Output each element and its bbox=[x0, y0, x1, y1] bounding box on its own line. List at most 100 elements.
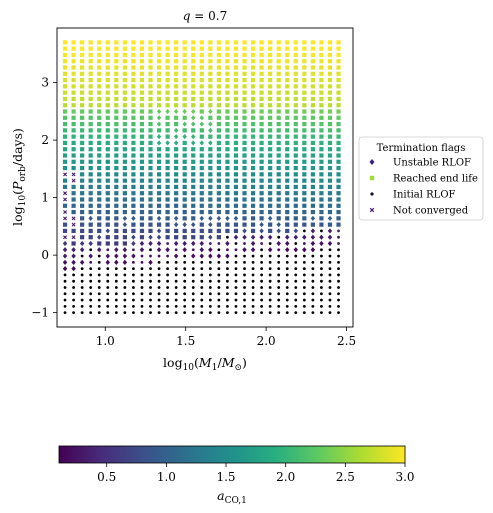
scatter-point bbox=[336, 84, 341, 89]
scatter-point bbox=[88, 184, 93, 190]
scatter-point bbox=[71, 140, 76, 146]
scatter-point bbox=[182, 40, 187, 45]
scatter-point bbox=[191, 134, 196, 140]
scatter-point bbox=[293, 65, 298, 70]
scatter-point bbox=[156, 103, 162, 108]
scatter-point bbox=[174, 286, 178, 289]
scatter-point bbox=[71, 77, 76, 83]
scatter-point bbox=[327, 103, 333, 108]
scatter-point bbox=[131, 215, 136, 221]
scatter-point bbox=[336, 147, 341, 152]
scatter-point bbox=[182, 222, 187, 228]
scatter-point bbox=[114, 103, 119, 108]
scatter-point bbox=[285, 311, 289, 315]
scatter-point bbox=[268, 71, 273, 76]
scatter-point bbox=[148, 128, 153, 133]
scatter-point bbox=[337, 235, 340, 239]
scatter-point bbox=[174, 153, 179, 158]
scatter-point bbox=[310, 65, 315, 70]
scatter-point bbox=[337, 242, 340, 245]
scatter-point bbox=[182, 108, 187, 115]
scatter-point bbox=[166, 286, 169, 289]
scatter-point bbox=[225, 165, 230, 171]
scatter-point bbox=[114, 153, 119, 158]
scatter-point bbox=[225, 140, 230, 146]
scatter-point bbox=[302, 65, 307, 70]
scatter-point bbox=[148, 121, 153, 127]
scatter-point bbox=[233, 121, 239, 127]
scatter-point bbox=[285, 134, 290, 139]
scatter-point bbox=[208, 90, 213, 95]
scatter-point bbox=[337, 254, 340, 258]
scatter-point bbox=[216, 197, 221, 202]
scatter-point bbox=[216, 172, 221, 177]
scatter-point bbox=[259, 46, 264, 51]
scatter-point bbox=[208, 267, 212, 271]
scatter-point bbox=[208, 228, 213, 234]
scatter-point bbox=[97, 103, 102, 108]
scatter-point bbox=[131, 103, 136, 108]
scatter-point bbox=[242, 46, 247, 51]
scatter-point bbox=[268, 115, 273, 120]
scatter-point bbox=[276, 153, 281, 158]
scatter-point bbox=[285, 260, 289, 264]
scatter-point bbox=[217, 267, 221, 271]
scatter-point bbox=[259, 121, 264, 127]
scatter-point bbox=[302, 147, 307, 152]
scatter-point bbox=[327, 178, 333, 183]
scatter-point bbox=[310, 121, 315, 127]
scatter-point bbox=[293, 209, 298, 215]
scatter-point bbox=[310, 234, 316, 240]
scatter-point bbox=[216, 96, 221, 102]
scatter-point bbox=[114, 46, 119, 51]
scatter-point bbox=[320, 273, 323, 277]
scatter-point bbox=[302, 247, 307, 253]
scatter-point bbox=[199, 46, 204, 51]
scatter-point bbox=[217, 242, 221, 245]
scatter-point bbox=[105, 109, 110, 114]
scatter-point bbox=[105, 241, 110, 246]
scatter-point bbox=[242, 234, 247, 240]
scatter-point bbox=[199, 235, 204, 240]
scatter-point bbox=[140, 260, 144, 264]
scatter-point bbox=[336, 65, 341, 70]
scatter-point bbox=[276, 240, 281, 247]
scatter-point bbox=[319, 103, 324, 108]
scatter-point bbox=[216, 65, 221, 70]
scatter-point bbox=[88, 147, 93, 152]
scatter-point bbox=[217, 248, 221, 252]
scatter-point bbox=[199, 115, 204, 121]
scatter-point bbox=[302, 115, 307, 120]
scatter-point bbox=[319, 216, 324, 221]
scatter-point bbox=[208, 103, 213, 108]
scatter-point bbox=[268, 286, 272, 289]
scatter-point bbox=[337, 248, 340, 252]
scatter-point bbox=[165, 216, 170, 221]
x-axis-label: log10(M1/M⊙) bbox=[163, 355, 247, 373]
scatter-point bbox=[80, 103, 85, 108]
scatter-point bbox=[183, 311, 187, 315]
scatter-point bbox=[131, 159, 136, 164]
scatter-point bbox=[259, 96, 264, 102]
scatter-point bbox=[294, 260, 298, 264]
scatter-point bbox=[310, 247, 316, 253]
scatter-point bbox=[208, 159, 213, 164]
scatter-point bbox=[62, 90, 68, 95]
scatter-point bbox=[310, 90, 315, 95]
scatter-point bbox=[156, 59, 162, 64]
scatter-point bbox=[208, 203, 213, 208]
scatter-point bbox=[105, 172, 110, 177]
scatter-point bbox=[293, 103, 298, 108]
scatter-point bbox=[250, 77, 256, 83]
scatter-point bbox=[88, 215, 93, 221]
scatter-point bbox=[89, 248, 93, 252]
scatter-point bbox=[71, 241, 76, 246]
scatter-point bbox=[157, 267, 161, 271]
scatter-point bbox=[200, 267, 204, 271]
scatter-point bbox=[250, 46, 256, 51]
scatter-point bbox=[285, 46, 290, 51]
scatter-point bbox=[242, 128, 247, 133]
legend-title: Termination flags bbox=[377, 143, 466, 154]
scatter-point bbox=[242, 178, 247, 183]
